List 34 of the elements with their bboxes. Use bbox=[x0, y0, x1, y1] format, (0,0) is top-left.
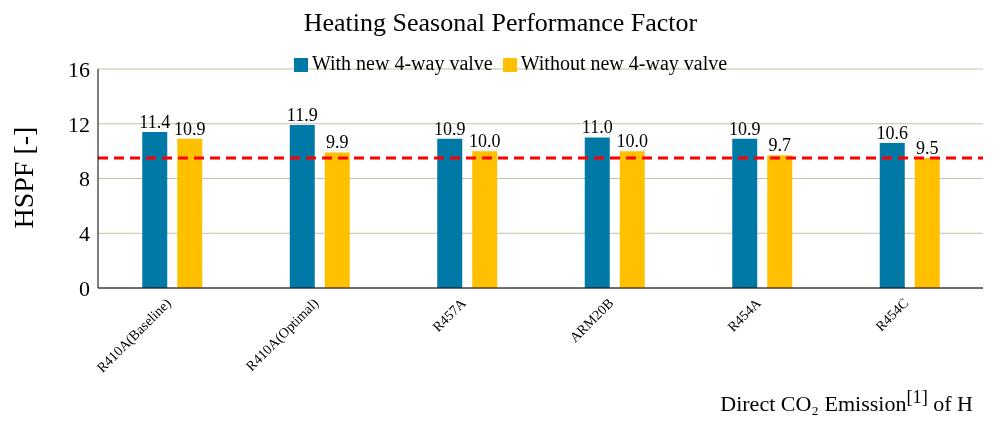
y-tick-label: 16 bbox=[68, 56, 90, 82]
legend-label: Without new 4-way valve bbox=[520, 52, 728, 74]
data-label: 10.0 bbox=[469, 131, 501, 152]
bar bbox=[289, 125, 315, 288]
y-axis-title: HSPF [-] bbox=[7, 126, 39, 229]
bar bbox=[177, 138, 203, 288]
data-label: 11.0 bbox=[581, 117, 613, 138]
bar bbox=[879, 142, 905, 288]
data-label: 10.9 bbox=[729, 118, 761, 139]
legend-label: With new 4-way valve bbox=[311, 52, 493, 74]
y-tick-label: 0 bbox=[79, 275, 90, 301]
data-label: 11.9 bbox=[286, 105, 318, 126]
bar bbox=[732, 138, 758, 288]
bar bbox=[619, 151, 645, 288]
y-tick-label: 4 bbox=[79, 221, 90, 247]
y-tick-label: 8 bbox=[79, 166, 90, 192]
bar bbox=[324, 152, 350, 288]
bar bbox=[584, 137, 610, 288]
data-label: 10.9 bbox=[174, 118, 206, 139]
data-label: 9.5 bbox=[916, 137, 939, 158]
y-tick-label: 12 bbox=[68, 111, 90, 137]
text: Direct CO₂ Emission$^{[1]}$ of H bbox=[719, 386, 974, 419]
data-label: 9.7 bbox=[768, 135, 791, 156]
data-label: 10.0 bbox=[616, 131, 648, 152]
data-label: 10.6 bbox=[876, 122, 908, 143]
bar bbox=[472, 151, 498, 288]
chart-title: Heating Seasonal Performance Factor bbox=[302, 8, 699, 38]
bar bbox=[767, 155, 793, 288]
bar bbox=[437, 138, 463, 288]
data-label: 10.9 bbox=[434, 118, 466, 139]
data-label: 9.9 bbox=[326, 132, 349, 153]
bar bbox=[142, 131, 168, 288]
bar bbox=[914, 157, 940, 288]
data-label: 11.4 bbox=[139, 111, 171, 132]
